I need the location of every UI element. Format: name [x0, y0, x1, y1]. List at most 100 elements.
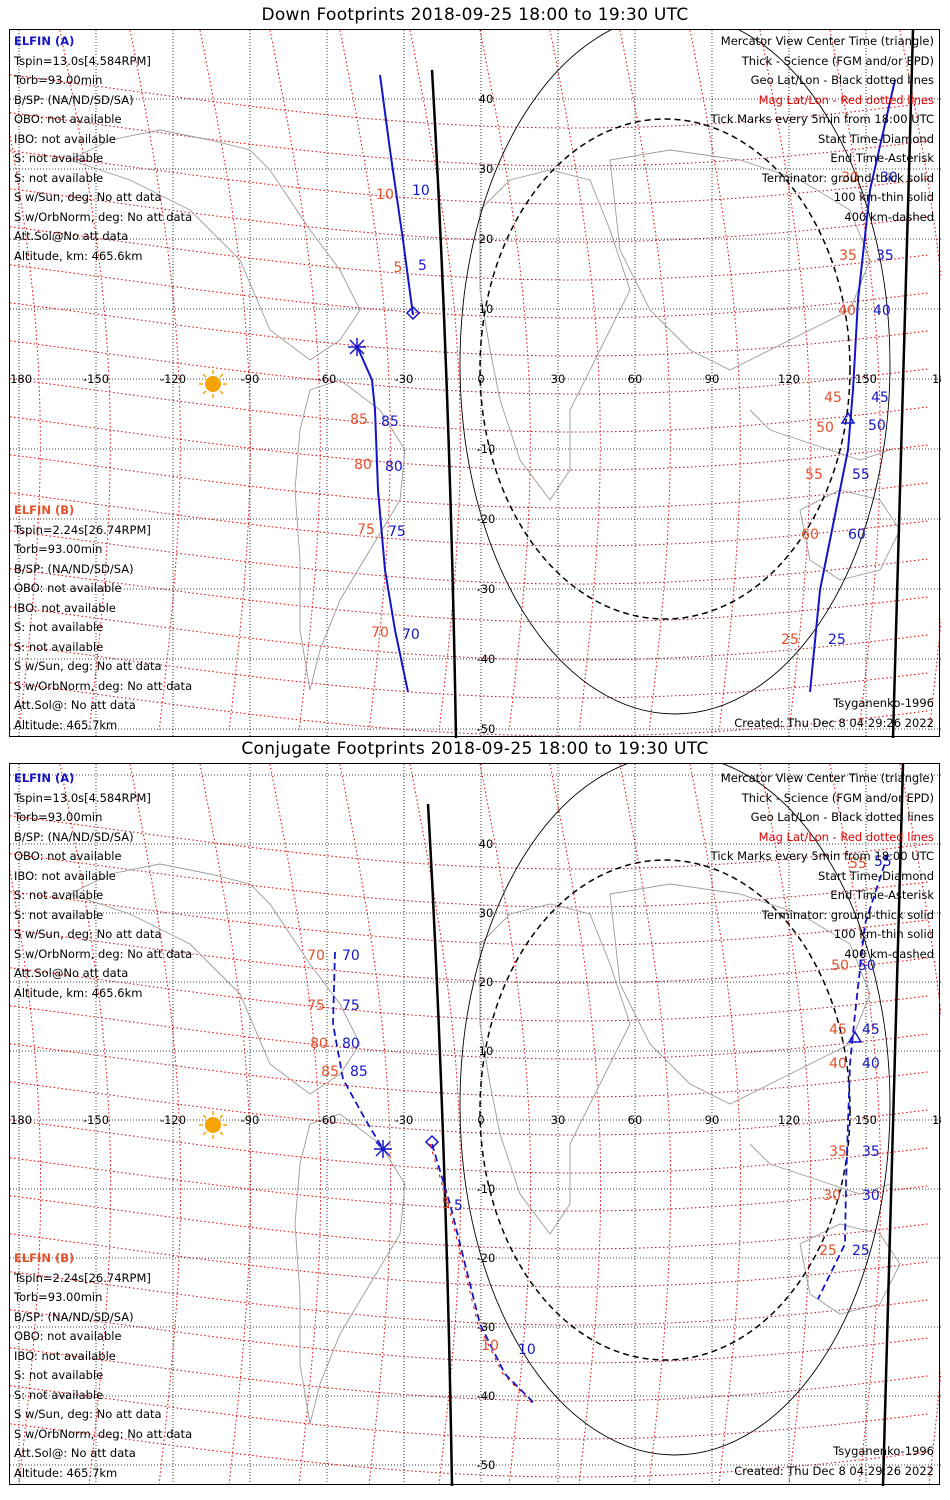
- tick-label-b: 70: [371, 625, 389, 641]
- info-b-line: IBO: not available: [14, 600, 116, 615]
- lon-tick-label: -180: [10, 1113, 32, 1127]
- tick-label-b: 85: [350, 412, 368, 428]
- tick-label-a: 50: [858, 958, 876, 974]
- legend-line: 400 km-dashed: [844, 946, 934, 961]
- terminator-line: [891, 30, 915, 738]
- tick-label-a: 70: [402, 627, 420, 643]
- mag-lat-line: [10, 302, 931, 357]
- tick-label-a: 30: [880, 170, 898, 186]
- lon-tick-label: -90: [241, 372, 260, 386]
- tick-label-a: 55: [852, 467, 870, 483]
- mag-lat-line: [10, 1195, 931, 1250]
- info-b-line: S w/Sun, deg: No att data: [14, 1407, 162, 1421]
- tick-label-b: 45: [829, 1022, 847, 1038]
- legend-line: 100 km-thin solid: [833, 927, 934, 941]
- tick-label-b: 30: [841, 170, 859, 186]
- tick-label-b: 30: [823, 1188, 841, 1204]
- lat-tick-label: 10: [479, 302, 494, 316]
- mag-lon-line: [199, 764, 252, 1485]
- mag-lat-line: [10, 416, 931, 471]
- info-a-line: B/SP: (NA/ND/SD/SA): [14, 92, 134, 107]
- mag-lat-line: [10, 454, 931, 509]
- lat-tick-label: -40: [477, 652, 496, 666]
- tick-label-b: 50: [816, 420, 834, 436]
- tick-label-a: 35: [862, 1144, 880, 1160]
- tick-label-b: 25: [819, 1243, 837, 1259]
- model-label: Tsyganenko-1996: [833, 696, 934, 710]
- lon-tick-label: 180: [932, 1113, 941, 1127]
- info-b-line: S w/OrbNorm, deg: No att data: [14, 1426, 193, 1441]
- lon-tick-label: 180: [932, 372, 941, 386]
- lat-tick-label: -20: [477, 512, 496, 526]
- tick-label-b: 80: [354, 457, 372, 473]
- lon-tick-label: -60: [318, 1113, 337, 1127]
- sun-ray: [219, 390, 224, 395]
- legend-line: Terminator: ground-thick solid: [761, 907, 934, 922]
- info-a-line: Torb=93.00min: [14, 810, 103, 824]
- info-a-line: Tspin=13.0s[4.584RPM]: [14, 790, 151, 805]
- tick-label-a: 30: [862, 1188, 880, 1204]
- mag-lon-line: [619, 764, 672, 1485]
- info-b-line: IBO: not available: [14, 1348, 116, 1363]
- coastline: [749, 409, 891, 461]
- track-a-south: [431, 1143, 536, 1405]
- sun-icon: [205, 376, 221, 392]
- sun-ray: [219, 1114, 224, 1119]
- legend-line: 400 km-dashed: [844, 209, 934, 224]
- end-asterisk-icon: [348, 338, 366, 356]
- info-a-line: S w/OrbNorm, deg: No att data: [14, 209, 193, 224]
- lat-tick-label: -30: [477, 582, 496, 596]
- start-diamond-icon: [405, 305, 421, 321]
- mag-lon-line: [10, 868, 42, 1485]
- center-triangle-icon: [840, 411, 856, 424]
- mag-lon-line: [59, 764, 112, 1485]
- tick-label-a: 25: [828, 632, 846, 648]
- info-b-line: Tspin=2.24s[26.74RPM]: [14, 1270, 151, 1285]
- info-a-line: IBO: not available: [14, 131, 116, 146]
- terminator-line: [881, 764, 905, 1486]
- mag-lon-line: [689, 764, 742, 1485]
- tick-label-b: 5: [442, 1196, 451, 1212]
- mag-lon-line: [759, 764, 812, 1485]
- coastline: [749, 1143, 891, 1195]
- lat-tick-label: 40: [479, 92, 494, 106]
- info-b-line: OBO: not available: [14, 581, 122, 595]
- tick-label-a: 35: [876, 248, 894, 264]
- mag-lat-line: [10, 264, 931, 319]
- tick-label-a: 25: [852, 1243, 870, 1259]
- tick-label-b: 75: [357, 522, 375, 538]
- lat-tick-label: -10: [477, 1182, 496, 1196]
- lat-tick-label: 30: [479, 162, 494, 176]
- lat-tick-label: 20: [479, 975, 494, 989]
- mag-lat-line: [10, 1157, 931, 1212]
- coastline: [479, 169, 631, 501]
- info-a-line: OBO: not available: [14, 112, 122, 126]
- legend-line: Thick - Science (FGM and/or EPD): [741, 790, 934, 805]
- lon-tick-label: 90: [705, 1113, 720, 1127]
- lon-tick-label: -120: [160, 1113, 186, 1127]
- info-b-line: Att.Sol@: No att data: [14, 1446, 136, 1460]
- lat-tick-label: -50: [477, 722, 496, 736]
- track-b: [809, 79, 896, 693]
- tick-label-a: 5: [454, 1198, 463, 1214]
- panel-conjugate: -180 -150 -120 -90 -60 -30 0 30 60 90 120 150 180 40 3…: [9, 763, 941, 1486]
- legend: Mercator View Center Time (triangle) Thi…: [711, 769, 934, 964]
- end-asterisk-icon: [374, 1140, 392, 1158]
- tick-label-b: 55: [849, 856, 867, 872]
- info-b-line: OBO: not available: [14, 1329, 122, 1343]
- tick-label-b: 10: [376, 187, 394, 203]
- coastline: [609, 883, 871, 1105]
- terminator-400km: [479, 118, 851, 620]
- legend-line: Start Time-Diamond: [818, 868, 934, 883]
- tick-label-a: 80: [385, 459, 403, 475]
- lon-tick-label: -180: [10, 372, 32, 386]
- legend-line: Mag Lat/Lon - Red dotted lines: [758, 92, 934, 107]
- info-b-line: S: not available: [14, 1387, 104, 1402]
- tick-label-b: 40: [829, 1056, 847, 1072]
- tick-label-b: 45: [824, 390, 842, 406]
- info-a-line: S w/Sun, deg: No att data: [14, 190, 162, 204]
- coastline: [294, 379, 406, 691]
- info-a-line: B/SP: (NA/ND/SD/SA): [14, 829, 134, 844]
- tick-label-b: 50: [831, 958, 849, 974]
- info-a-line: S w/OrbNorm, deg: No att data: [14, 946, 193, 961]
